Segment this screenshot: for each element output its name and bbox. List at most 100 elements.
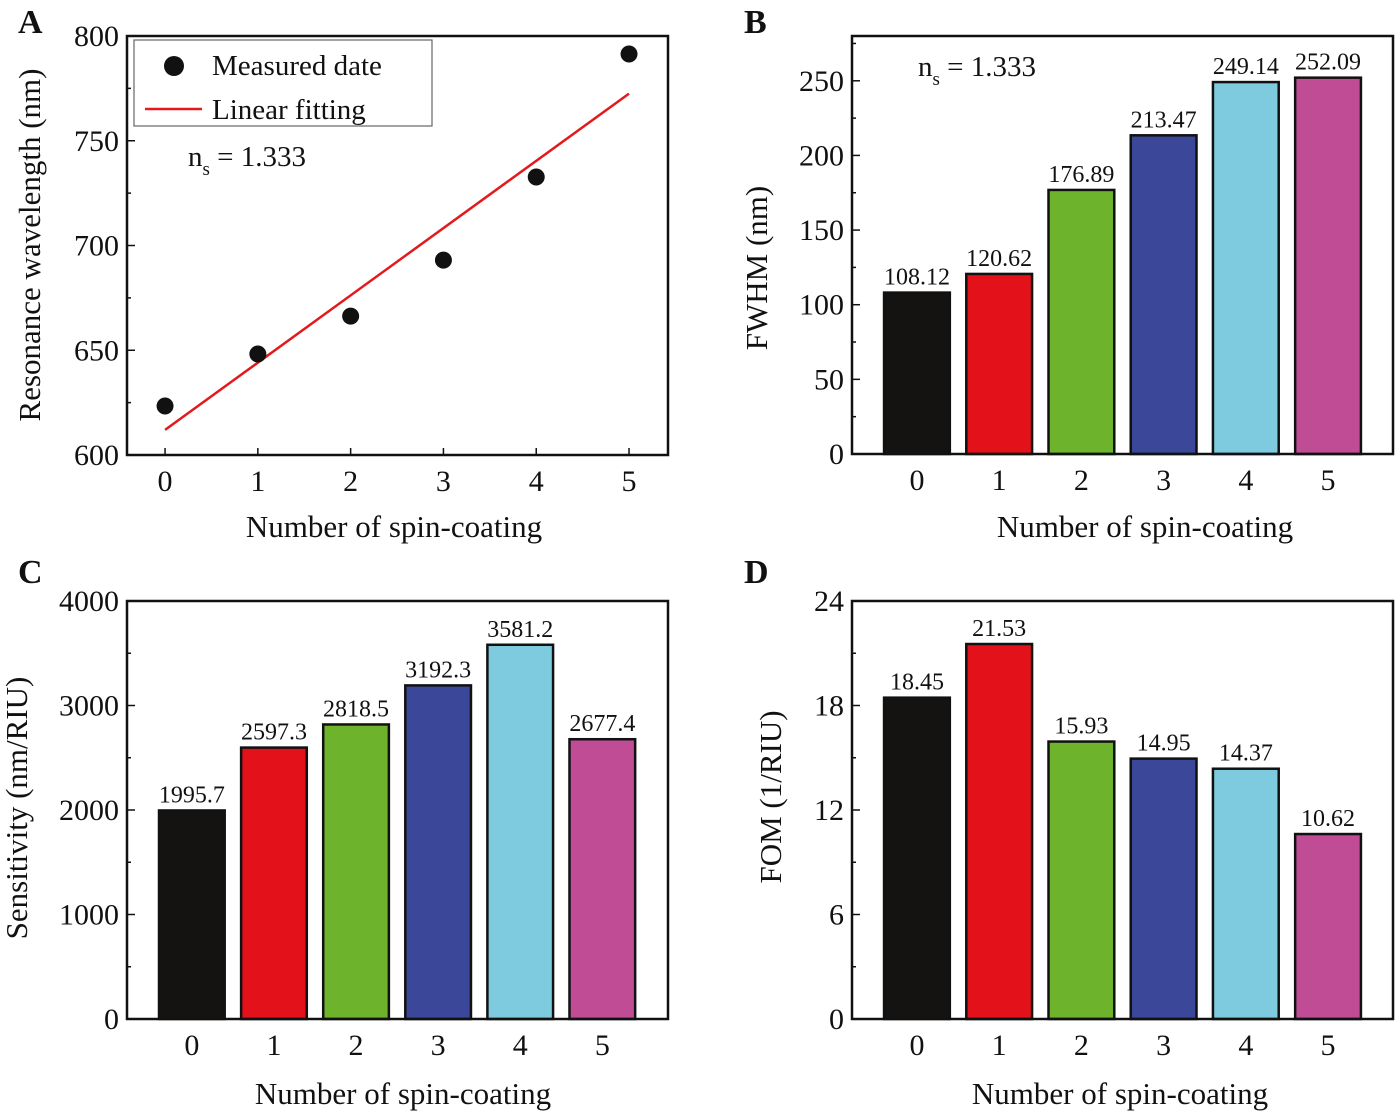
y-tick-label: 50 xyxy=(814,363,844,396)
data-label: 176.89 xyxy=(1048,162,1114,188)
x-tick-label: 1 xyxy=(250,465,265,498)
data-label: 249.14 xyxy=(1213,54,1279,80)
y-tick-label: 150 xyxy=(799,214,844,247)
x-tick-label: 5 xyxy=(1321,464,1336,497)
x-tick-label: 5 xyxy=(1321,1029,1336,1062)
y-tick-label: 1000 xyxy=(59,899,119,932)
x-tick-label: 0 xyxy=(909,1029,924,1062)
data-point-3 xyxy=(434,251,452,269)
y-tick-label: 250 xyxy=(799,65,844,98)
x-tick-label: 4 xyxy=(513,1029,528,1062)
data-label: 1995.7 xyxy=(159,782,225,808)
panel-c: C 0 1000 2000 3000 4000 0 1 2 3 4 5 Number of spin-c… xyxy=(0,554,670,1111)
x-tick-label: 2 xyxy=(1074,464,1089,497)
bar-2 xyxy=(1047,740,1116,1021)
annotation-rest: = 1.333 xyxy=(940,51,1036,83)
x-tick-label: 3 xyxy=(431,1029,446,1062)
y-tick-label: 650 xyxy=(74,334,119,367)
y-tick-label: 200 xyxy=(799,139,844,172)
y-tick-label: 12 xyxy=(814,794,844,827)
x-axis-label: Number of spin-coating xyxy=(997,509,1293,544)
annotation-rest: = 1.333 xyxy=(210,141,306,173)
x-tick-label: 5 xyxy=(622,465,637,498)
data-label: 14.37 xyxy=(1219,741,1273,767)
panel-letter: A xyxy=(18,4,43,41)
x-tick-label: 0 xyxy=(184,1029,199,1062)
x-tick-label: 0 xyxy=(909,464,924,497)
data-point-0 xyxy=(156,397,174,415)
x-tick-label: 1 xyxy=(992,1029,1007,1062)
data-label: 120.62 xyxy=(966,246,1032,272)
data-label: 2818.5 xyxy=(323,696,389,722)
bar-2 xyxy=(321,723,391,1021)
y-axis-label: FOM (1/RIU) xyxy=(753,710,788,883)
y-tick-label: 0 xyxy=(104,1003,119,1036)
annotation-sub: s xyxy=(203,159,210,180)
x-tick-label: 1 xyxy=(992,464,1007,497)
legend-label: Linear fitting xyxy=(212,94,366,126)
data-point-5 xyxy=(620,45,638,63)
annotation-main: n xyxy=(918,51,933,83)
bar-4 xyxy=(1211,767,1280,1021)
bar-5 xyxy=(1293,832,1363,1021)
x-axis-label: Number of spin-coating xyxy=(972,1076,1268,1111)
annotation-ns: ns = 1.333 xyxy=(188,141,306,180)
y-tick-label: 600 xyxy=(74,439,119,472)
bar-4 xyxy=(1211,80,1280,456)
data-label: 3581.2 xyxy=(487,617,553,643)
x-axis-label: Number of spin-coating xyxy=(246,509,542,544)
bar-1 xyxy=(239,746,309,1021)
bar-1 xyxy=(965,642,1034,1021)
y-tick-label: 750 xyxy=(74,125,119,158)
panel-letter: D xyxy=(744,554,769,591)
data-point-4 xyxy=(527,168,545,186)
bar-4 xyxy=(486,643,555,1021)
x-tick-label: 4 xyxy=(1238,1029,1253,1062)
plot-frame xyxy=(850,34,1395,456)
y-axis-label: FWHM (nm) xyxy=(739,186,774,350)
bar-5 xyxy=(568,737,637,1021)
legend-label: Measured date xyxy=(212,50,382,82)
x-tick-label: 3 xyxy=(436,465,451,498)
y-tick-label: 700 xyxy=(74,230,119,263)
y-axis-label: Resonance wavelength (nm) xyxy=(12,69,47,422)
data-point-2 xyxy=(342,307,360,325)
y-tick-label: 2000 xyxy=(59,794,119,827)
data-label: 10.62 xyxy=(1301,806,1355,832)
fit-line xyxy=(164,92,630,431)
data-label: 108.12 xyxy=(884,265,950,291)
y-tick-label: 0 xyxy=(829,1003,844,1036)
data-label: 21.53 xyxy=(972,616,1026,642)
x-tick-label: 4 xyxy=(529,465,544,498)
x-tick-label: 3 xyxy=(1156,464,1171,497)
data-label: 252.09 xyxy=(1295,50,1361,76)
plot-frame xyxy=(125,34,670,457)
x-tick-label: 5 xyxy=(595,1029,610,1062)
y-tick-label: 0 xyxy=(829,438,844,471)
x-tick-label: 2 xyxy=(349,1029,364,1062)
data-label: 15.93 xyxy=(1054,714,1108,740)
y-tick-label: 6 xyxy=(829,899,844,932)
data-label: 2597.3 xyxy=(241,720,307,746)
data-label: 213.47 xyxy=(1131,107,1197,133)
x-axis-label: Number of spin-coating xyxy=(255,1076,551,1111)
y-tick-label: 800 xyxy=(74,20,119,53)
x-tick-label: 0 xyxy=(158,465,173,498)
annotation-sub: s xyxy=(933,69,940,90)
y-tick-label: 3000 xyxy=(59,690,119,723)
bar-3 xyxy=(1129,134,1198,456)
annotation-main: n xyxy=(188,141,203,173)
y-axis-label: Sensitivity (nm/RIU) xyxy=(0,677,34,940)
data-label: 2677.4 xyxy=(569,711,635,737)
y-tick-label: 18 xyxy=(814,690,844,723)
bar-0 xyxy=(157,809,226,1021)
bar-0 xyxy=(882,696,952,1021)
x-tick-label: 2 xyxy=(1074,1029,1089,1062)
legend: Measured date Linear fitting xyxy=(133,39,433,127)
plot-frame xyxy=(850,599,1395,1021)
panel-a: A 600 650 700 750 800 0 1 2 3 4 5 Number of spin-coa… xyxy=(12,4,670,544)
x-tick-label: 2 xyxy=(343,465,358,498)
